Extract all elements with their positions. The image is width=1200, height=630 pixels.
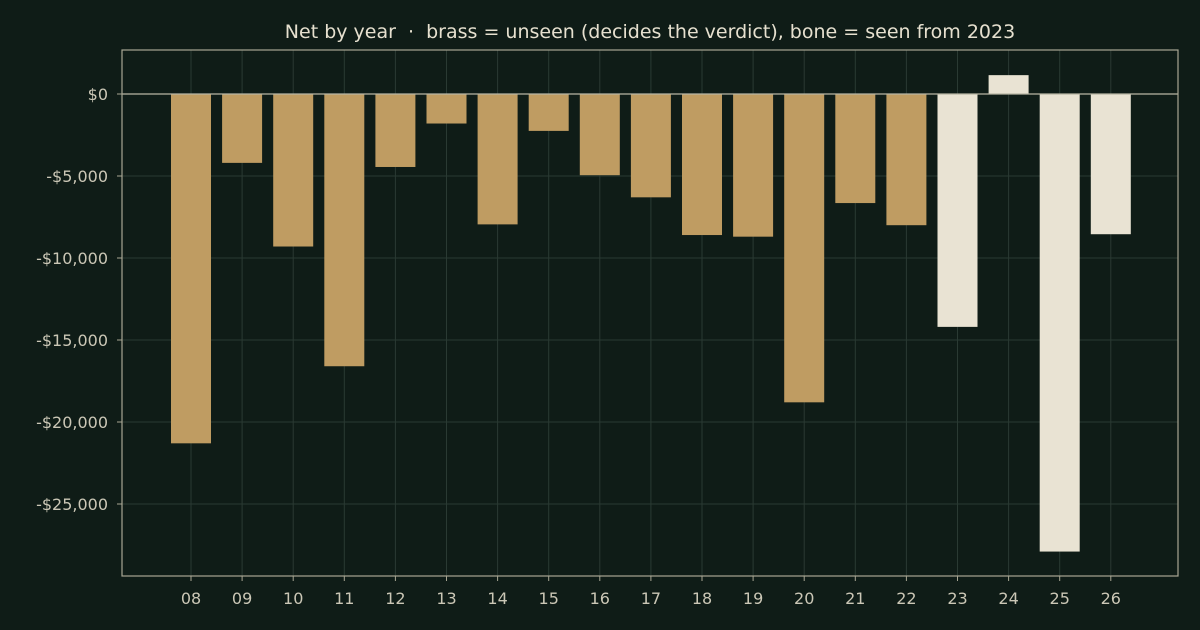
bar-20 [784,94,825,403]
bar-23 [937,94,978,327]
x-tick-label: 08 [181,589,201,608]
bar-08 [171,94,211,444]
x-tick-label: 16 [590,589,610,608]
bar-17 [630,94,671,198]
y-tick-label: -$15,000 [36,331,108,350]
bars [171,75,1131,552]
bar-22 [886,94,927,226]
x-tick-label: 18 [692,589,712,608]
bar-11 [324,94,365,367]
bar-13 [426,94,467,124]
bar-14 [477,94,518,225]
x-tick-label: 09 [232,589,252,608]
bar-15 [528,94,569,131]
y-tick-label: -$25,000 [36,495,108,514]
x-tick-label: 26 [1101,589,1121,608]
plot-frame [121,49,1179,577]
bar-16 [579,94,620,176]
x-tick-label: 11 [334,589,354,608]
bar-24 [988,75,1029,94]
y-tick-label: -$5,000 [46,167,108,186]
bar-26 [1090,94,1131,235]
x-tick-label: 12 [385,589,405,608]
x-tick-label: 17 [641,589,661,608]
x-tick-label: 14 [487,589,507,608]
x-tick-label: 19 [743,589,763,608]
bar-12 [375,94,416,167]
bar-25 [1039,94,1080,552]
axes [117,49,1179,581]
x-tick-label: 15 [539,589,559,608]
x-tick-label: 24 [998,589,1018,608]
bar-18 [682,94,722,236]
y-tick-label: $0 [88,85,108,104]
x-tick-label: 25 [1050,589,1070,608]
bar-21 [835,94,876,204]
y-tick-label: -$20,000 [36,413,108,432]
x-tick-label: 20 [794,589,814,608]
x-tick-labels: 08 09 10 11 12 13 14 15 16 17 18 19 20 21 22 23 24 25 26 [181,589,1121,608]
bar-10 [273,94,314,247]
x-tick-label: 22 [896,589,916,608]
x-tick-label: 21 [845,589,865,608]
y-tick-label: -$10,000 [36,249,108,268]
y-tick-labels: $0 -$5,000 -$10,000 -$15,000 -$20,000 -$25,00… [36,85,108,514]
bar-19 [733,94,774,237]
x-tick-label: 13 [436,589,456,608]
bar-09 [222,94,263,163]
x-tick-label: 10 [283,589,303,608]
chart-title: Net by year · brass = unseen (decides th… [285,21,1015,43]
x-tick-label: 23 [947,589,967,608]
